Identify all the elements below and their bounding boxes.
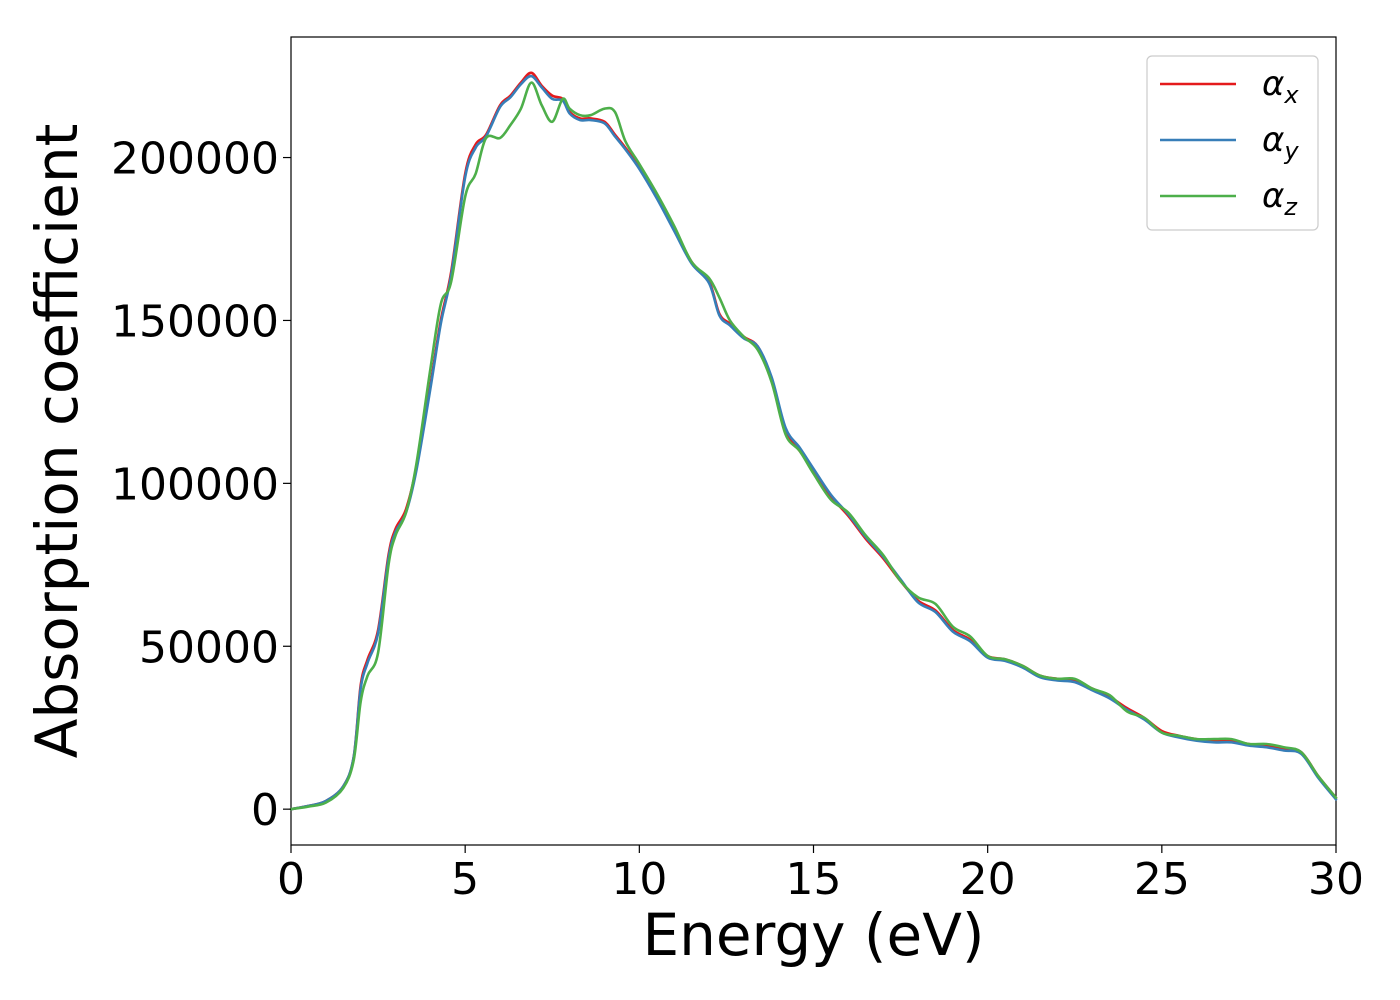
x-tick-label: 10: [611, 854, 667, 905]
x-axis-title: Energy (eV): [642, 901, 984, 969]
y-tick-label: 200000: [111, 134, 279, 185]
x-tick-label: 20: [960, 854, 1016, 905]
x-tick-label: 30: [1308, 854, 1364, 905]
legend-label-x: αx: [1262, 64, 1299, 109]
x-tick-label: 15: [786, 854, 842, 905]
legend-label-y: αy: [1262, 120, 1299, 165]
series-line-alpha-z: [289, 81, 1338, 811]
x-tick-label: 25: [1134, 854, 1190, 905]
y-tick-label: 150000: [111, 296, 279, 347]
y-axis-title: Absorption coefficient: [23, 124, 91, 759]
legend-box: [1146, 55, 1319, 231]
y-tick-label: 100000: [111, 459, 279, 510]
y-tick-label: 0: [251, 785, 279, 836]
ticks-layer: 0 5 10 15 20 25 30 0 50000 100000 150000 200000: [111, 134, 1364, 905]
legend: αx αy αz: [1146, 55, 1319, 231]
x-tick-label: 0: [277, 854, 305, 905]
series-layer: [289, 71, 1338, 811]
x-tick-label: 5: [451, 854, 479, 905]
legend-label-z: αz: [1262, 176, 1298, 221]
y-tick-label: 50000: [139, 622, 279, 673]
